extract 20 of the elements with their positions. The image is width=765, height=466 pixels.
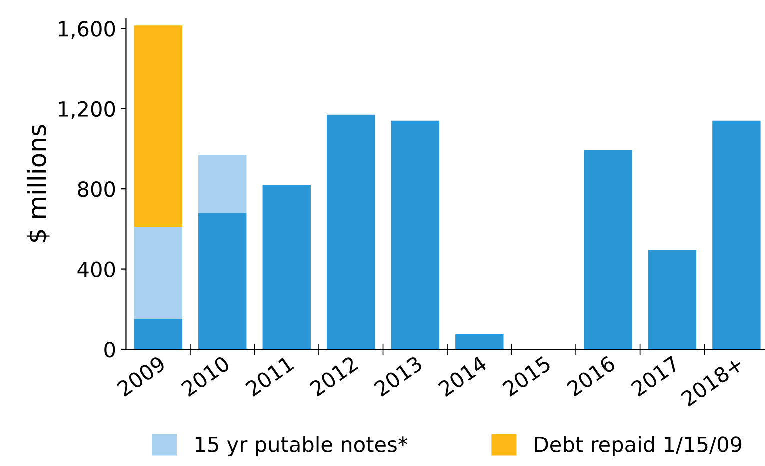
y-tick-label: 800	[78, 182, 116, 198]
bar	[134, 319, 182, 350]
bar	[134, 227, 182, 320]
y-tick-label: 1,600	[59, 21, 116, 40]
legend-label: Debt repaid 1/15/09	[535, 436, 742, 456]
y-tick-label: 1,200	[59, 101, 116, 120]
bar	[198, 213, 247, 350]
y-axis-title: $ millions	[27, 125, 50, 242]
bar	[327, 114, 376, 350]
legend-label: 15 yr putable notes*	[196, 436, 408, 456]
bar	[712, 120, 761, 350]
bar	[134, 26, 182, 228]
bar	[262, 185, 311, 350]
y-tick-label: 0	[104, 342, 116, 358]
bar	[391, 120, 440, 350]
bar	[648, 250, 697, 350]
bar	[584, 150, 632, 350]
bar	[198, 154, 247, 214]
y-tick-label: 400	[78, 262, 116, 278]
bar	[456, 334, 504, 350]
